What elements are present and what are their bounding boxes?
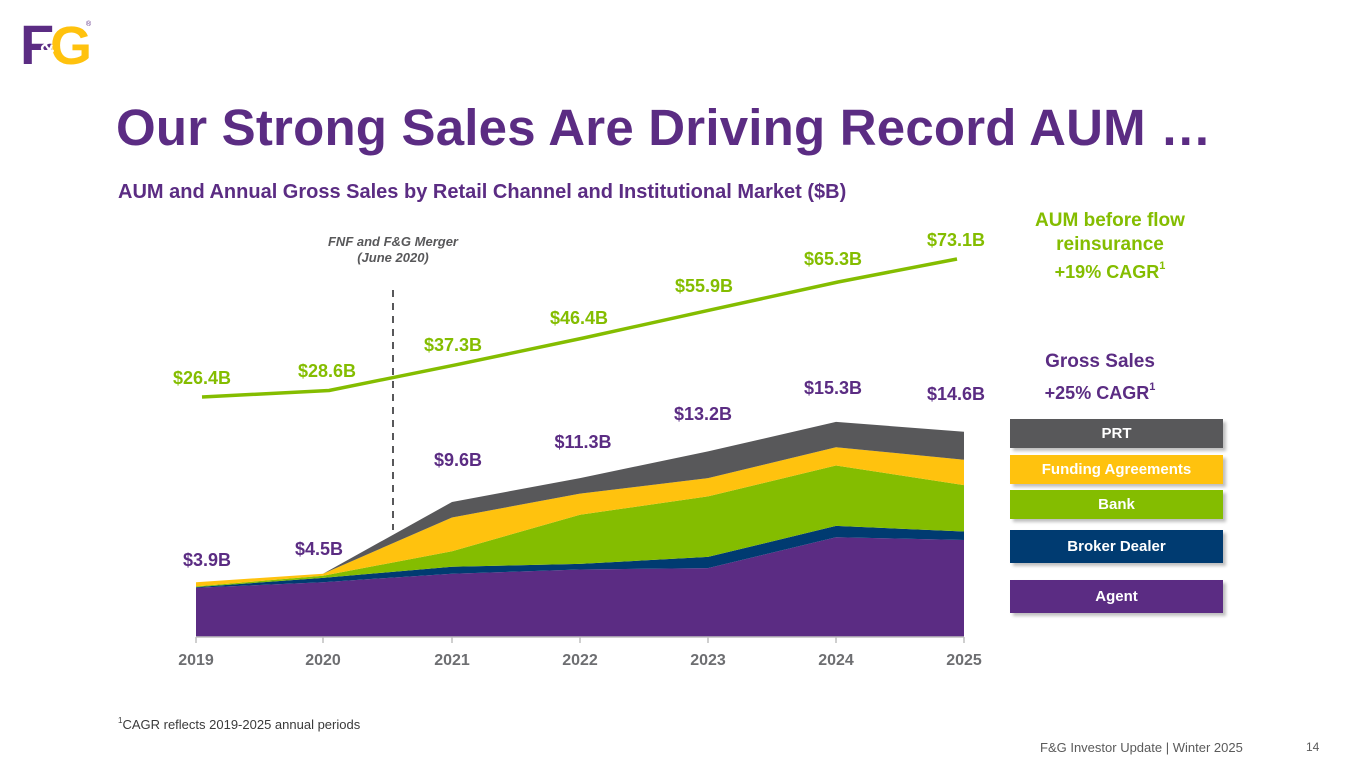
aum-label-2024: $65.3B <box>804 249 862 269</box>
gross-sales-label-2023: $13.2B <box>674 404 732 424</box>
aum-heading-line1: AUM before flow <box>1035 210 1185 231</box>
aum-heading: AUM before flow reinsurance <box>1010 209 1210 257</box>
merger-annotation-line2: (June 2020) <box>357 250 429 265</box>
gross-sales-cagr-value: +25% CAGR <box>1044 383 1150 403</box>
aum-label-2022: $46.4B <box>550 308 608 328</box>
aum-label-2023: $55.9B <box>675 276 733 296</box>
gross-sales-heading: Gross Sales <box>1045 351 1155 372</box>
aum-cagr-footnote-mark: 1 <box>1159 260 1166 272</box>
aum-label-2025: $73.1B <box>927 230 985 250</box>
footnote-text: CAGR reflects 2019-2025 annual periods <box>122 717 361 732</box>
aum-cagr-value: +19% CAGR <box>1054 262 1160 282</box>
x-tick-label-2020: 2020 <box>305 652 341 669</box>
area-broker-dealer <box>196 525 964 588</box>
logo-registered-mark: ® <box>86 20 92 28</box>
footer-text: F&G Investor Update | Winter 2025 <box>1040 740 1243 755</box>
x-tick-label-2023: 2023 <box>690 652 726 669</box>
legend-prt: PRT <box>1010 419 1223 448</box>
logo-g-letter: G <box>50 18 92 66</box>
aum-sales-chart: 2019 2020 2021 2022 2023 2024 2025 FNF and F&G… <box>173 230 985 669</box>
chart-subtitle: AUM and Annual Gross Sales by Retail Cha… <box>118 181 847 203</box>
x-tick-label-2025: 2025 <box>946 652 982 669</box>
logo-f-letter: F <box>20 18 54 66</box>
legend-funding-agreements: Funding Agreements <box>1010 455 1223 484</box>
gross-sales-cagr: +25% CAGR1 <box>1010 381 1190 404</box>
merger-annotation-line1: FNF and F&G Merger <box>328 234 459 249</box>
x-tick-label-2024: 2024 <box>818 652 854 669</box>
logo-ampersand: & <box>40 35 54 57</box>
x-tick-label-2019: 2019 <box>178 652 214 669</box>
aum-cagr: +19% CAGR1 <box>1010 260 1210 283</box>
aum-label-2019: $26.4B <box>173 368 231 388</box>
area-agent <box>196 537 964 637</box>
area-funding-agreements <box>196 447 964 587</box>
legend-agent: Agent <box>1010 580 1223 613</box>
aum-heading-line2: reinsurance <box>1056 234 1164 255</box>
aum-label-2020: $28.6B <box>298 361 356 381</box>
gross-sales-label-2021: $9.6B <box>434 450 482 470</box>
page-number: 14 <box>1306 740 1320 754</box>
gross-sales-label-2024: $15.3B <box>804 378 862 398</box>
x-tick-label-2022: 2022 <box>562 652 598 669</box>
gross-sales-label-2025: $14.6B <box>927 384 985 404</box>
area-prt <box>196 421 964 583</box>
area-bank <box>196 465 964 588</box>
gross-sales-label-2020: $4.5B <box>295 539 343 559</box>
gross-sales-label-2022: $11.3B <box>554 432 611 452</box>
legend-broker-dealer: Broker Dealer <box>1010 530 1223 563</box>
footnote-mark: 1 <box>118 716 123 725</box>
aum-label-2021: $37.3B <box>424 335 482 355</box>
fg-logo: F G & ® <box>20 18 92 66</box>
legend-bank: Bank <box>1010 490 1223 519</box>
page-title: Our Strong Sales Are Driving Record AUM … <box>116 99 1212 156</box>
gross-sales-cagr-footnote-mark: 1 <box>1149 381 1156 393</box>
x-tick-label-2021: 2021 <box>434 652 470 669</box>
gross-sales-label-2019: $3.9B <box>183 550 231 570</box>
footnote: 1CAGR reflects 2019-2025 annual periods <box>118 716 361 732</box>
